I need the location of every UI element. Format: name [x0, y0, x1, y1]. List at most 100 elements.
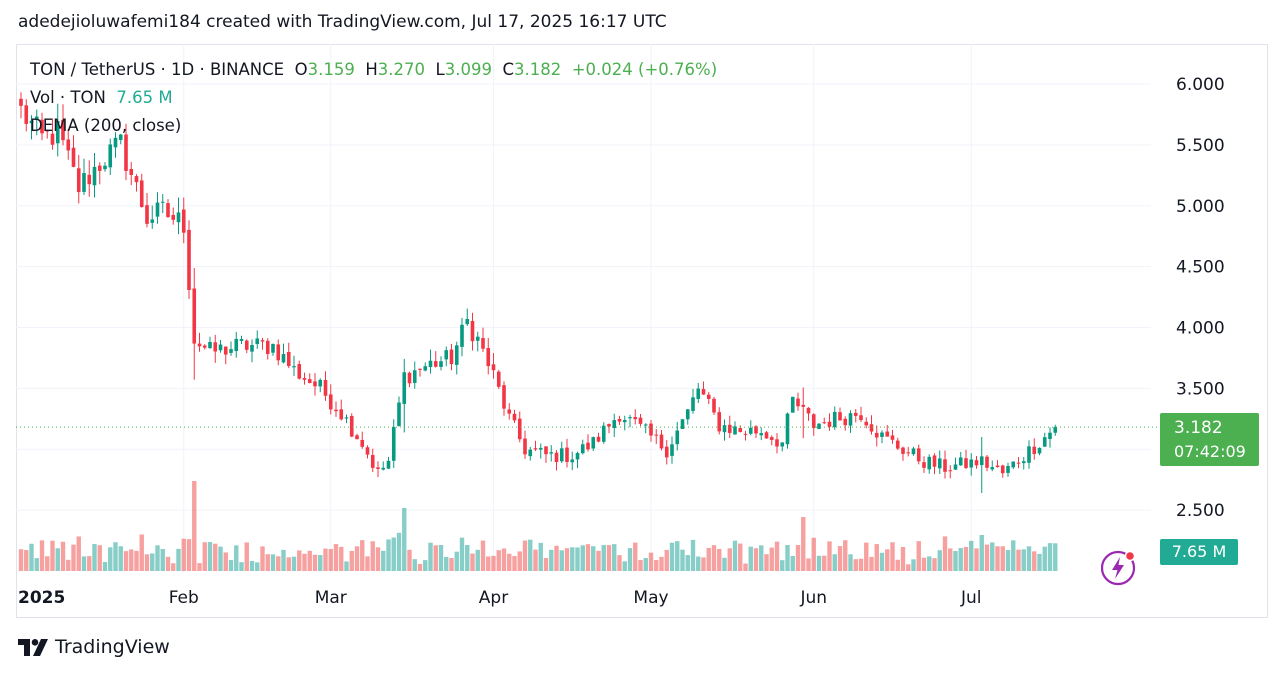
volume-bar — [874, 544, 879, 571]
close-label: C — [502, 60, 514, 79]
candle-body — [622, 419, 627, 423]
candle-body — [559, 448, 564, 462]
price-tick-label: 5.500 — [1176, 136, 1225, 156]
volume-bar — [769, 547, 774, 571]
candle-body — [916, 448, 921, 462]
volume-bar — [1032, 551, 1037, 571]
candle-body — [302, 377, 307, 380]
symbol-name[interactable]: TON / TetherUS · 1D · BINANCE — [30, 60, 285, 79]
candle-body — [974, 460, 979, 466]
chart-frame — [16, 44, 1268, 618]
candle-body — [223, 346, 228, 355]
last-price-value: 3.182 — [1174, 418, 1223, 438]
volume-bar — [344, 561, 349, 571]
candle-body — [187, 229, 191, 291]
volume-bar — [197, 563, 202, 571]
volume-bar — [386, 539, 391, 571]
volume-bar — [234, 545, 239, 571]
candle-body — [874, 432, 879, 438]
volume-bar — [1005, 549, 1011, 571]
time-tick-label: Feb — [169, 588, 199, 608]
volume-bar — [659, 556, 664, 571]
volume-bar — [29, 543, 34, 571]
candle-body — [796, 398, 800, 407]
volume-bar — [396, 532, 402, 571]
lightning-icon[interactable] — [1100, 550, 1136, 586]
volume-bar — [585, 544, 591, 571]
candle-body — [475, 336, 480, 341]
candle-body — [1048, 432, 1052, 440]
indicator-legend[interactable]: DEMA (200, close) — [30, 116, 181, 135]
candle-body — [838, 412, 842, 421]
candle-body — [103, 165, 107, 170]
volume-legend[interactable]: Vol · TON 7.65 M — [30, 88, 173, 107]
time-tick-label: Jun — [799, 588, 827, 608]
volume-bar — [391, 537, 396, 571]
volume-bar — [669, 542, 675, 571]
candle-body — [92, 166, 97, 186]
volume-bar — [223, 552, 228, 571]
volume-bar — [753, 548, 759, 571]
candle-body — [40, 119, 44, 134]
volume-bar — [459, 537, 465, 571]
candle-body — [885, 431, 890, 437]
candle-body — [360, 439, 365, 447]
volume-bar — [974, 548, 979, 571]
price-chart[interactable]: 2.5003.0003.5004.0004.5005.0005.5006.000… — [16, 44, 1268, 618]
volume-bar — [407, 549, 412, 571]
volume-bar — [1000, 546, 1005, 571]
volume-bar — [475, 549, 480, 571]
candle-body — [859, 415, 863, 421]
volume-bar — [601, 545, 606, 571]
candle-body — [370, 455, 375, 468]
tradingview-logo[interactable]: TradingView — [18, 636, 170, 658]
price-tick-label: 3.500 — [1176, 379, 1225, 399]
candle-body — [565, 447, 569, 463]
volume-bar — [811, 537, 816, 571]
volume-bar — [638, 559, 643, 571]
volume-bar — [617, 555, 622, 571]
candle-body — [433, 361, 438, 367]
volume-bar — [192, 481, 197, 571]
volume-bar — [34, 558, 39, 571]
volume-bars — [18, 481, 1058, 571]
candle-body — [727, 424, 732, 433]
volume-bar — [664, 549, 669, 571]
candle-body — [334, 409, 338, 412]
volume-bar — [181, 538, 186, 571]
volume-bar — [969, 540, 974, 571]
volume-bar — [512, 556, 517, 571]
candle-body — [775, 439, 779, 447]
candle-body — [680, 419, 685, 429]
volume-bar — [853, 559, 858, 571]
candle-body — [759, 433, 764, 436]
volume-bar — [932, 558, 937, 571]
tradingview-logo-icon — [18, 638, 48, 656]
volume-bar — [76, 536, 81, 571]
candle-body — [118, 134, 123, 140]
candle-body — [544, 446, 548, 455]
candle-body — [297, 364, 302, 379]
candle-body — [979, 456, 984, 466]
volume-bar — [318, 555, 323, 571]
candles — [19, 92, 1058, 494]
volume-bar — [291, 556, 297, 571]
candle-body — [538, 447, 543, 450]
volume-bar — [244, 542, 249, 571]
candle-body — [208, 342, 212, 349]
volume-bar — [428, 542, 433, 571]
price-tick-label: 6.000 — [1176, 75, 1225, 95]
volume-bar — [790, 555, 795, 571]
volume-bar — [837, 546, 843, 571]
candle-body — [113, 137, 118, 148]
indicator-label: DEMA (200, close) — [30, 116, 182, 135]
candle-body — [869, 424, 874, 432]
candle-body — [969, 459, 974, 468]
candle-body — [743, 433, 748, 435]
candle-body — [769, 437, 774, 440]
volume-bar — [801, 517, 806, 571]
volume-bar — [559, 550, 564, 571]
volume-bar — [654, 559, 659, 571]
volume-bar — [134, 550, 139, 571]
volume-bar — [281, 549, 286, 571]
